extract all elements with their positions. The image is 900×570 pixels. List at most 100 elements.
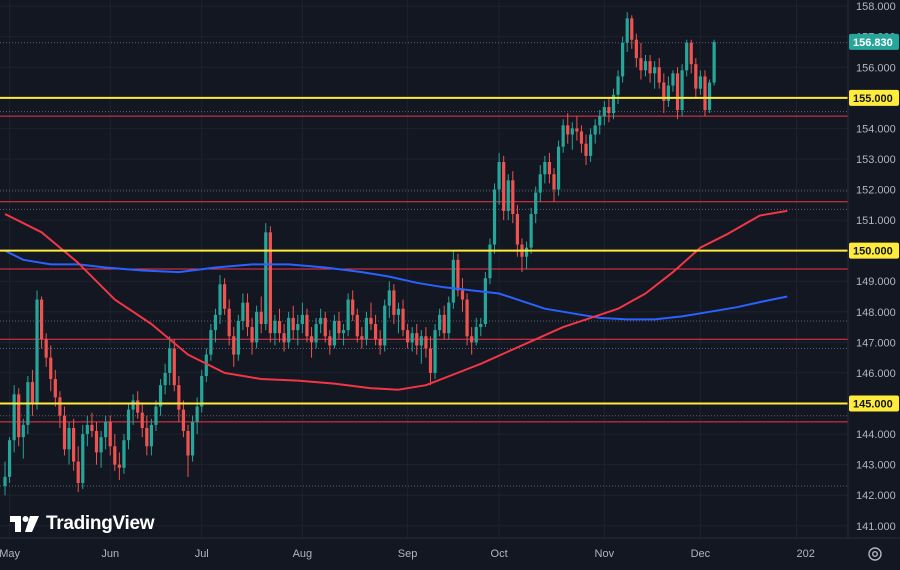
- candle: [332, 314, 336, 349]
- price-badge: 155.000: [849, 89, 899, 106]
- candle: [438, 308, 442, 337]
- candle-body: [168, 348, 172, 373]
- moving-averages: [4, 209, 788, 391]
- candle-body: [639, 58, 643, 71]
- candle: [662, 73, 666, 114]
- candle: [35, 290, 39, 410]
- candle: [90, 412, 94, 438]
- y-tick-label: 141.000: [856, 521, 896, 533]
- candle: [538, 165, 542, 202]
- candle: [392, 284, 396, 325]
- candle: [378, 330, 382, 355]
- candle: [149, 418, 153, 456]
- dotted-levels: [0, 42, 848, 487]
- candle: [625, 12, 629, 52]
- candle: [273, 314, 277, 346]
- candle: [314, 317, 318, 349]
- candle-body: [401, 308, 405, 331]
- candle: [223, 278, 227, 315]
- candle-body: [300, 314, 304, 325]
- candle: [277, 308, 282, 343]
- candle-body: [406, 330, 410, 343]
- candlestick-series: [3, 12, 716, 496]
- price-badge: 150.000: [849, 242, 899, 259]
- candle: [396, 302, 401, 334]
- candle-body: [232, 336, 236, 355]
- candle: [113, 434, 117, 471]
- candle-body: [255, 311, 259, 343]
- candle: [323, 311, 327, 343]
- candle-body: [479, 324, 483, 328]
- candle-body: [598, 116, 602, 126]
- candle-body: [364, 317, 369, 340]
- candle: [383, 299, 387, 352]
- y-tick-label: 158.000: [856, 1, 896, 13]
- ma-slow-line: [4, 249, 788, 321]
- candle: [346, 293, 350, 337]
- price-badge: 156.830: [849, 33, 899, 50]
- candle-body: [707, 82, 712, 111]
- candle: [168, 336, 172, 386]
- candle-body: [547, 162, 552, 175]
- candle-body: [360, 336, 364, 340]
- major-levels: [0, 96, 848, 405]
- candle-body: [209, 330, 213, 355]
- candle-body: [630, 18, 634, 40]
- candle: [21, 418, 25, 459]
- candle-body: [552, 174, 556, 190]
- candle-body: [611, 94, 616, 114]
- candle-body: [589, 134, 593, 156]
- candle: [44, 333, 48, 367]
- candle: [653, 61, 657, 89]
- candle: [268, 226, 272, 343]
- candle: [181, 400, 186, 438]
- candle: [245, 293, 250, 337]
- candle: [218, 275, 222, 325]
- candle-body: [53, 379, 57, 398]
- candle-body: [236, 320, 240, 355]
- candle-body: [515, 213, 519, 245]
- candle: [337, 311, 341, 340]
- candle-body: [694, 64, 698, 89]
- candle: [186, 424, 190, 477]
- time-axis[interactable]: May Jun Jul Aug Sep Oct Nov Dec 202: [0, 548, 815, 560]
- candle-body: [465, 299, 469, 337]
- candle: [305, 308, 309, 343]
- candle-body: [602, 106, 606, 117]
- candle-body: [287, 317, 291, 343]
- candle-body: [204, 354, 208, 376]
- candle: [483, 272, 487, 328]
- candle-body: [524, 247, 529, 257]
- gear-icon[interactable]: [866, 545, 884, 563]
- candle-body: [497, 162, 501, 190]
- candle: [94, 421, 99, 465]
- candle: [415, 324, 419, 355]
- candle-body: [415, 333, 419, 346]
- candle: [506, 174, 510, 221]
- candle: [602, 100, 606, 126]
- candle-body: [328, 336, 332, 346]
- candle-body: [319, 317, 323, 325]
- candle-body: [433, 330, 437, 373]
- candle: [145, 415, 149, 456]
- tradingview-logo[interactable]: TradingView: [10, 513, 155, 535]
- candle: [579, 125, 584, 153]
- candle-body: [44, 339, 48, 358]
- candle-body: [62, 415, 67, 450]
- candle: [154, 400, 158, 432]
- x-tick-label: 202: [796, 548, 814, 560]
- candle-body: [213, 314, 218, 331]
- candle-body: [154, 406, 158, 425]
- candle: [99, 431, 103, 468]
- candle-body: [483, 278, 487, 325]
- candle-body: [323, 317, 327, 337]
- tradingview-logo-icon: [10, 516, 39, 532]
- y-tick-label: 151.000: [856, 215, 896, 227]
- price-badge-bg: [849, 33, 899, 50]
- candle-body: [616, 76, 620, 95]
- candle-body: [488, 244, 492, 279]
- candle: [470, 327, 474, 355]
- candle-body: [49, 357, 53, 380]
- candle-body: [593, 125, 597, 135]
